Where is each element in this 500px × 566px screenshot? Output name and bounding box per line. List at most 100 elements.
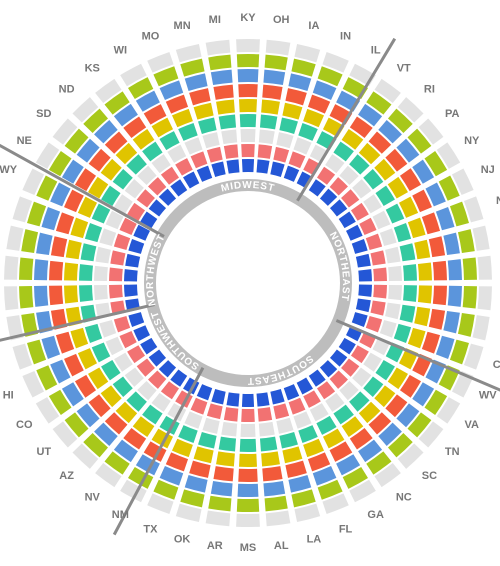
state-label: WV [479, 390, 497, 402]
region-label: NORTHWEST [145, 232, 168, 307]
cell [4, 255, 19, 280]
cell [70, 327, 89, 349]
cell [291, 489, 316, 508]
cell [349, 427, 373, 450]
cell [84, 323, 103, 344]
region-label: NORTHEAST [327, 230, 351, 302]
cell [237, 69, 259, 83]
cell [374, 78, 401, 103]
state-label: CO [16, 419, 33, 431]
cell [276, 132, 294, 149]
cell [170, 369, 188, 387]
cell [148, 177, 167, 196]
cell [126, 154, 147, 175]
cell [133, 224, 150, 241]
cell [350, 202, 369, 221]
cell [385, 203, 405, 224]
cell [336, 454, 361, 476]
cell [34, 259, 49, 281]
cell [124, 179, 144, 199]
cell [132, 129, 155, 150]
cell [385, 246, 401, 264]
cell [88, 367, 109, 390]
cell [352, 179, 372, 199]
cell [180, 489, 205, 508]
cell [241, 393, 255, 407]
cell [120, 479, 147, 503]
cell [91, 342, 111, 363]
state-label: NM [112, 509, 129, 521]
cell [349, 479, 376, 503]
cell [379, 319, 397, 338]
cell [407, 128, 432, 154]
cell [293, 411, 312, 429]
cell [358, 284, 372, 297]
state-label: VA [465, 419, 480, 431]
cell [279, 432, 298, 449]
state-label: MI [209, 14, 221, 26]
cell [282, 446, 303, 464]
cell [148, 370, 167, 389]
cell [388, 265, 402, 282]
cell [263, 69, 286, 86]
cell [457, 229, 475, 253]
cell [378, 120, 402, 144]
cell [308, 369, 326, 387]
state-label: NE [17, 135, 32, 147]
cell [240, 423, 256, 437]
cell [329, 370, 348, 389]
cell [238, 468, 258, 482]
cell [124, 269, 138, 282]
cell [424, 150, 448, 177]
cell [125, 253, 141, 268]
cell [270, 161, 285, 177]
cell [94, 265, 108, 282]
cell [372, 210, 391, 230]
cell [223, 407, 239, 422]
cell [114, 194, 133, 214]
cell [447, 259, 462, 281]
cell [298, 123, 318, 141]
cell [95, 246, 111, 264]
cell [273, 403, 290, 420]
region-divider [0, 303, 155, 342]
cell [358, 103, 383, 127]
cell [309, 403, 329, 422]
cell [407, 327, 426, 349]
cell [151, 154, 171, 174]
cell [298, 425, 318, 443]
cell [27, 339, 47, 365]
state-label: MN [174, 20, 191, 32]
cell [325, 392, 345, 412]
cell [378, 422, 402, 446]
cell [368, 131, 392, 154]
cell [64, 262, 79, 281]
cell [414, 306, 431, 327]
cell [341, 129, 364, 150]
state-label: KS [85, 63, 100, 75]
cell [61, 159, 84, 184]
cell [355, 298, 371, 313]
cell [124, 284, 138, 297]
cell [358, 142, 381, 165]
cell [55, 212, 75, 235]
cell [407, 217, 426, 239]
cell [216, 451, 235, 467]
cell [123, 116, 147, 139]
cell [264, 54, 288, 71]
cell [463, 196, 484, 223]
cell [241, 408, 255, 422]
cell [170, 179, 188, 197]
cell [95, 463, 122, 488]
cell [74, 374, 97, 398]
cell [151, 428, 174, 449]
region-label: MIDWEST [220, 180, 276, 195]
cell [333, 141, 354, 162]
cell [79, 285, 93, 302]
cell [294, 503, 321, 523]
cell [175, 43, 202, 63]
cell [428, 308, 446, 330]
cell [159, 415, 180, 435]
cell [387, 367, 408, 390]
cell [387, 176, 408, 199]
